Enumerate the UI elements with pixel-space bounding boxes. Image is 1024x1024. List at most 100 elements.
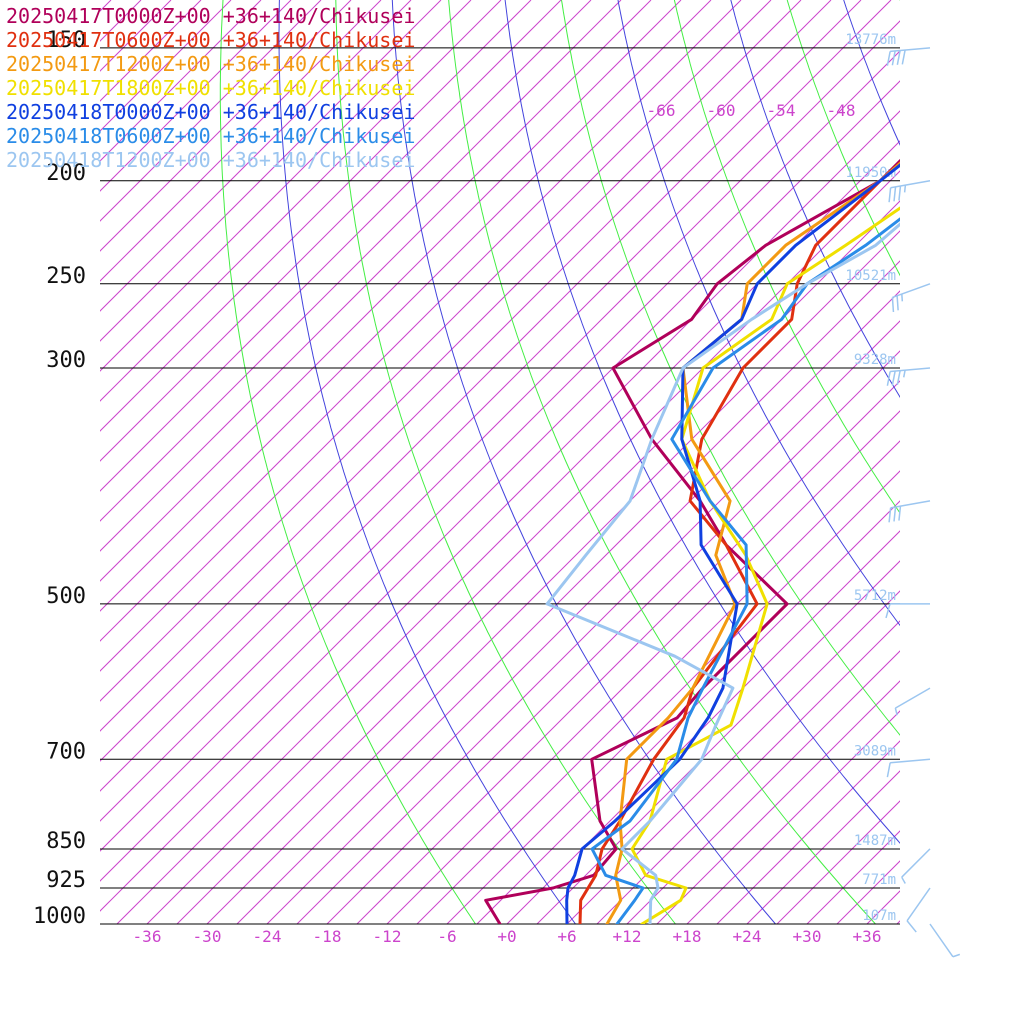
upper-isotherm-label: -48 bbox=[827, 101, 856, 120]
isotherm-line bbox=[716, 740, 900, 924]
isotherm-line bbox=[416, 440, 900, 924]
isotherm-line bbox=[927, 0, 1024, 924]
wind-barb-flag bbox=[886, 371, 891, 386]
height-label: 3089m bbox=[854, 743, 896, 759]
isotherm-line bbox=[100, 0, 382, 282]
legend: 20250417T0000Z+00 +36+140/Chikusei 20250… bbox=[6, 4, 415, 172]
dry-adiabat-line bbox=[278, 0, 576, 924]
temperature-tick-label: -36 bbox=[133, 927, 162, 946]
wind-barb-flag bbox=[888, 187, 892, 203]
isotherm-line bbox=[296, 320, 900, 924]
isotherm-line bbox=[806, 830, 900, 924]
dry-adiabat-line bbox=[786, 0, 900, 277]
temperature-tick-label: -12 bbox=[373, 927, 402, 946]
isotherm-line bbox=[100, 0, 892, 792]
isotherm-line bbox=[100, 0, 652, 552]
isotherm-line bbox=[100, 110, 900, 912]
height-labels: 16318m13776m11950m10521m9328m5712m3089m1… bbox=[845, 32, 896, 924]
isotherm-line bbox=[596, 620, 900, 924]
upper-isotherm-label: -66 bbox=[647, 101, 676, 120]
temperature-tick-label: +12 bbox=[613, 927, 642, 946]
upper-isotherm-label: -54 bbox=[767, 101, 796, 120]
isotherm-line bbox=[896, 920, 900, 924]
temperature-profile-line bbox=[605, 161, 900, 924]
legend-entry: 20250418T1200Z+00 +36+140/Chikusei bbox=[6, 148, 416, 172]
dry-adiabat-line bbox=[448, 0, 876, 924]
isotherm-line bbox=[686, 710, 900, 924]
wind-barb-staff bbox=[890, 758, 931, 764]
height-label: 107m bbox=[862, 908, 896, 924]
wind-barb bbox=[901, 848, 931, 884]
dry-adiabat-line bbox=[561, 0, 900, 736]
isotherm-line bbox=[100, 0, 532, 432]
height-label: 9328m bbox=[854, 352, 896, 368]
wind-barb bbox=[886, 367, 931, 386]
wind-barb-staff bbox=[906, 887, 931, 922]
upper-isotherm-labels: -66 -60 -54 -48 bbox=[647, 101, 856, 120]
wind-barb-staff bbox=[892, 283, 931, 299]
wind-barb-flag bbox=[891, 297, 895, 313]
isobar-grid bbox=[100, 47, 900, 925]
pressure-tick-label: 150 bbox=[46, 28, 86, 53]
legend-entry: 20250417T1800Z+00 +36+140/Chikusei bbox=[6, 76, 416, 100]
wind-barb-flag bbox=[886, 762, 891, 778]
isotherm-line bbox=[446, 470, 900, 924]
isotherm-line bbox=[176, 200, 900, 924]
wind-barb-flag bbox=[901, 49, 906, 65]
pressure-tick-label: 850 bbox=[46, 829, 86, 854]
isotherm-line bbox=[100, 0, 772, 672]
temperature-tick-label: -30 bbox=[193, 927, 222, 946]
temperature-tick-label: +30 bbox=[793, 927, 822, 946]
pressure-tick-label: 925 bbox=[46, 868, 86, 893]
isotherm-line bbox=[100, 0, 712, 612]
dry-adiabat-line bbox=[391, 0, 776, 924]
dry-adiabat-line bbox=[899, 0, 900, 2]
wind-barb-flag bbox=[898, 506, 902, 521]
isotherm-line bbox=[776, 800, 900, 924]
isotherm-line bbox=[146, 170, 900, 924]
dry-adiabat-line bbox=[843, 0, 900, 146]
upper-isotherm-label: -60 bbox=[707, 101, 736, 120]
dry-adiabat-line bbox=[730, 0, 900, 398]
height-label: 771m bbox=[862, 872, 896, 888]
temperature-tick-label: -24 bbox=[253, 927, 282, 946]
pressure-axis: 1001502002503005007008509251000 bbox=[33, 28, 86, 929]
temperature-tick-label: +18 bbox=[673, 927, 702, 946]
wind-barb-staff bbox=[894, 687, 931, 709]
isotherm-line bbox=[656, 680, 900, 924]
temperature-axis: -36 -30 -24 -18 -12 -6 +0 +6 +12 +18 +24 +30 +36 bbox=[133, 927, 882, 946]
wind-barb-half-flag bbox=[952, 953, 961, 958]
wind-barb bbox=[906, 887, 931, 933]
isotherm-line bbox=[536, 560, 900, 924]
temperature-profile-line bbox=[578, 161, 900, 924]
height-label: 13776m bbox=[845, 32, 896, 48]
dry-adiabat-line bbox=[957, 0, 1024, 924]
isotherm-line bbox=[100, 0, 742, 642]
pressure-tick-label: 700 bbox=[46, 739, 86, 764]
isotherm-line bbox=[386, 410, 900, 924]
wind-barb bbox=[888, 180, 931, 203]
wind-barb-staff bbox=[890, 180, 931, 189]
isotherm-line bbox=[116, 140, 900, 924]
wind-barb-flag bbox=[896, 370, 901, 386]
temperature-tick-label: -6 bbox=[437, 927, 456, 946]
isotherm-line bbox=[100, 0, 502, 402]
wind-barb-half-flag bbox=[901, 876, 906, 884]
isotherm-line bbox=[100, 0, 562, 462]
isotherm-line bbox=[100, 0, 622, 522]
isotherm-line bbox=[266, 290, 900, 924]
wind-barb-flag bbox=[891, 50, 896, 66]
temperature-profile-line bbox=[565, 163, 900, 924]
isotherm-line bbox=[326, 350, 900, 924]
isotherm-line bbox=[100, 0, 322, 222]
pressure-tick-label: 250 bbox=[46, 264, 86, 289]
isotherm-line bbox=[100, 0, 262, 162]
temperature-tick-label: +0 bbox=[497, 927, 516, 946]
legend-entry: 20250417T0000Z+00 +36+140/Chikusei bbox=[6, 4, 416, 28]
wind-barb-flag bbox=[891, 370, 896, 386]
wind-barb-flag bbox=[888, 507, 892, 523]
pressure-tick-label: 200 bbox=[46, 161, 86, 186]
dry-adiabat-line bbox=[335, 0, 676, 924]
wind-barb-half-flag bbox=[894, 707, 898, 716]
temperature-tick-label: -18 bbox=[313, 927, 342, 946]
